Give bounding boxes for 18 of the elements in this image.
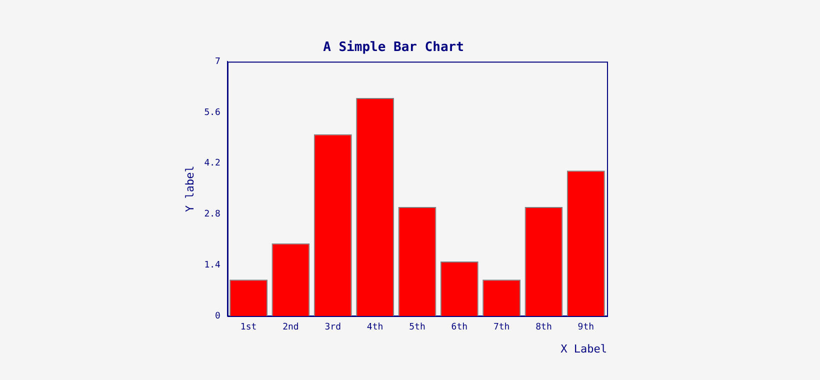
x-tick-label: 5th <box>409 322 426 333</box>
y-tick-label: 4.2 <box>204 158 220 169</box>
y-tick-label: 5.6 <box>204 108 220 118</box>
x-tick-label: 2nd <box>282 322 299 333</box>
y-tick-label: 1.4 <box>204 260 220 270</box>
x-axis-title: X Label <box>560 342 607 356</box>
x-tick-label: 8th <box>536 322 552 333</box>
x-tick-label: 6th <box>451 322 468 333</box>
x-tick-label: 4th <box>366 322 384 333</box>
x-tick-label: 3rd <box>324 322 342 333</box>
x-tick-label: 7th <box>493 322 510 333</box>
y-tick-label: 2.8 <box>204 210 220 220</box>
x-tick-label: 1st <box>240 322 257 333</box>
y-tick-label: 7 <box>215 56 220 67</box>
y-axis-title: Y label <box>183 166 196 212</box>
y-tick-label: 0 <box>215 311 220 322</box>
chart-title: A Simple Bar Chart <box>323 40 464 56</box>
x-tick-label: 9th <box>578 322 594 333</box>
